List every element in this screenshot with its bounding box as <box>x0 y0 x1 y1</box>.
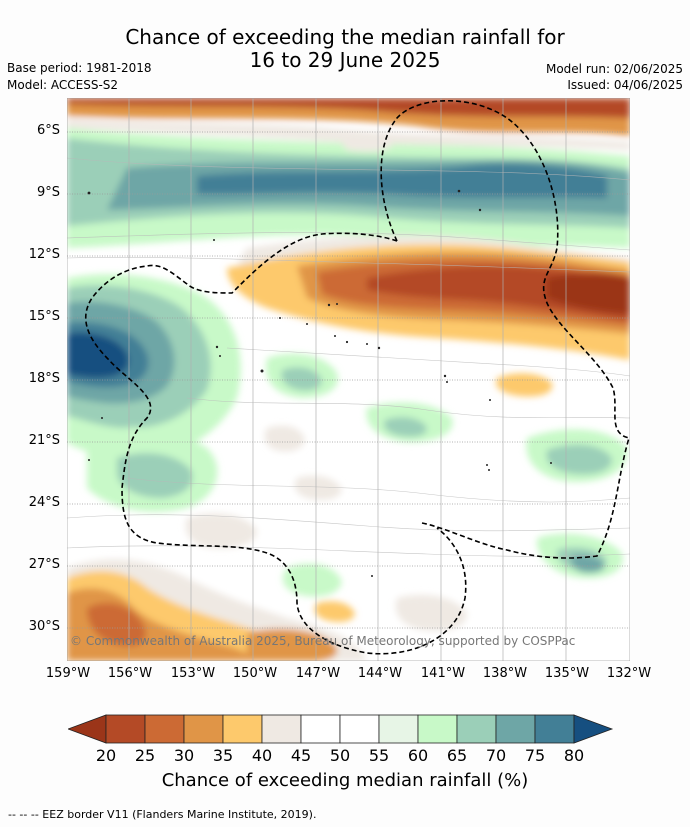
lon-label: 156°W <box>107 666 153 681</box>
lon-label: 132°W <box>606 666 652 681</box>
lon-label: 138°W <box>482 666 528 681</box>
lat-label: 30°S <box>28 619 60 634</box>
colorbar-tick-label: 20 <box>95 746 117 765</box>
lon-label: 144°W <box>357 666 403 681</box>
colorbar-bin <box>183 714 224 744</box>
colorbar-bin <box>417 714 458 744</box>
colorbar-arrow-low <box>68 714 107 744</box>
colorbar-bin <box>339 714 380 744</box>
lat-label: 9°S <box>36 185 60 200</box>
colorbar-bin <box>456 714 497 744</box>
lat-label: 24°S <box>28 495 60 510</box>
probability-field <box>67 98 630 661</box>
lon-label: 153°W <box>170 666 216 681</box>
base-period: Base period: 1981-2018 <box>7 61 152 75</box>
colorbar-tick-label: 50 <box>329 746 351 765</box>
colorbar-tick-label: 75 <box>524 746 546 765</box>
colorbar-bin <box>222 714 263 744</box>
colorbar-tick-label: 40 <box>251 746 273 765</box>
lon-label: 159°W <box>45 666 91 681</box>
eez-legend-note: -- -- -- EEZ border V11 (Flanders Marine… <box>8 808 317 821</box>
colorbar-bin <box>534 714 575 744</box>
colorbar-tick-label: 70 <box>485 746 507 765</box>
title-line-1: Chance of exceeding the median rainfall … <box>125 25 565 49</box>
title-line-2: 16 to 29 June 2025 <box>249 48 441 72</box>
eez-borders <box>84 99 630 655</box>
lat-label: 6°S <box>36 123 60 138</box>
colorbar-bin <box>495 714 536 744</box>
colorbar-tick-label: 80 <box>563 746 585 765</box>
lat-label: 18°S <box>28 371 60 386</box>
copyright-credit: © Commonwealth of Australia 2025, Bureau… <box>70 634 576 648</box>
island-markers <box>87 189 552 577</box>
colorbar-tick-label: 60 <box>407 746 429 765</box>
lon-label: 150°W <box>232 666 278 681</box>
model-run: Model run: 02/06/2025 <box>545 62 683 76</box>
colorbar <box>68 714 614 744</box>
colorbar-bin <box>144 714 185 744</box>
lat-label: 27°S <box>28 557 60 572</box>
lon-label: 147°W <box>295 666 341 681</box>
colorbar-tick-label: 35 <box>212 746 234 765</box>
colorbar-bin <box>300 714 341 744</box>
lat-label: 21°S <box>28 433 60 448</box>
lat-label: 12°S <box>28 247 60 262</box>
issued-date: Issued: 04/06/2025 <box>567 78 683 92</box>
colorbar-bin <box>378 714 419 744</box>
lon-label: 135°W <box>544 666 590 681</box>
colorbar-bin <box>261 714 302 744</box>
colorbar-tick-label: 55 <box>368 746 390 765</box>
lon-label: 141°W <box>420 666 466 681</box>
rainfall-map <box>67 98 630 661</box>
colorbar-bin <box>105 714 146 744</box>
colorbar-arrow-high <box>573 714 614 744</box>
lat-label: 15°S <box>28 309 60 324</box>
colorbar-tick-label: 25 <box>134 746 156 765</box>
colorbar-tick-label: 30 <box>173 746 195 765</box>
colorbar-label: Chance of exceeding median rainfall (%) <box>161 770 529 791</box>
model-name: Model: ACCESS-S2 <box>7 78 119 92</box>
colorbar-tick-label: 65 <box>446 746 468 765</box>
colorbar-tick-label: 45 <box>290 746 312 765</box>
